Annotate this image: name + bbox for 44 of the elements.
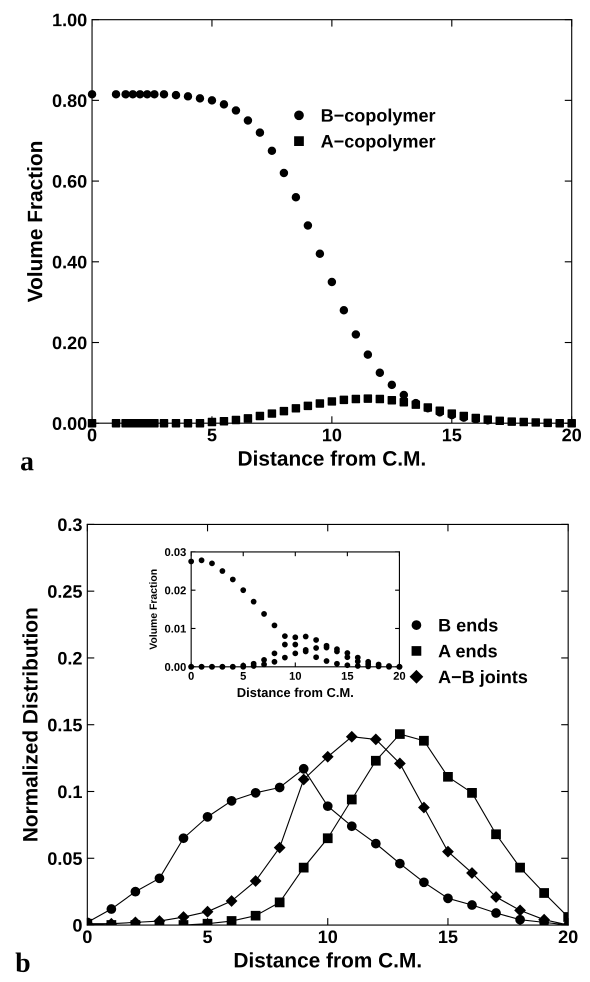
x-tick-label: 10	[322, 428, 342, 442]
x-tick-label: 15	[442, 428, 462, 442]
y-tick-label: 0.01	[164, 624, 186, 633]
x-tick-label: 15	[342, 672, 354, 680]
x-tick-label: 5	[207, 428, 216, 442]
x-tick-label: 20	[562, 428, 582, 442]
x-tick-label: 10	[290, 672, 302, 680]
x-axis-title: Distance from C.M.	[234, 952, 421, 968]
y-tick-label: 0.25	[48, 585, 82, 598]
x-tick-label: 5	[203, 930, 212, 944]
y-axis-title: Volume Fraction	[149, 570, 157, 650]
y-tick-label: 0.02	[164, 586, 186, 594]
y-tick-label: 0.1	[58, 785, 82, 798]
y-axis-title: Volume Fraction	[27, 142, 42, 302]
y-tick-label: 0.15	[48, 718, 82, 732]
legend-label: A−B joints	[438, 670, 528, 687]
legend-label: B ends	[439, 618, 498, 632]
x-axis-title: Distance from C.M.	[238, 688, 353, 698]
legend-label: A ends	[438, 644, 497, 658]
y-tick-label: 0.03	[164, 548, 186, 556]
y-axis-title: Normalized Distribution	[22, 608, 38, 841]
y-tick-label: 1.00	[53, 14, 86, 26]
legend-label: B−copolymer	[322, 108, 436, 126]
x-axis-title: Distance from C.M.	[238, 450, 425, 466]
y-tick-label: 0.60	[52, 175, 86, 188]
text: b	[16, 952, 30, 972]
x-tick-label: 0	[88, 428, 96, 442]
y-tick-label: 0.00	[164, 663, 186, 671]
x-tick-label: 20	[394, 672, 406, 680]
x-tick-label: 5	[240, 672, 246, 680]
x-tick-label: 0	[188, 672, 194, 680]
x-tick-label: 20	[558, 930, 578, 944]
y-tick-label: 0.80	[52, 94, 86, 108]
x-tick-label: 10	[318, 930, 338, 944]
x-tick-label: 15	[439, 930, 458, 944]
y-tick-label: 0.20	[52, 336, 86, 350]
y-tick-label: 0.05	[48, 852, 82, 865]
text: a	[20, 457, 34, 471]
y-tick-label: 0.3	[58, 518, 82, 532]
y-tick-label: 0.40	[52, 256, 86, 269]
y-tick-label: 0.2	[58, 652, 82, 665]
y-tick-label: 0.00	[52, 417, 86, 430]
legend-label: A−copolymer	[321, 134, 436, 152]
y-tick-label: 0	[73, 918, 82, 932]
